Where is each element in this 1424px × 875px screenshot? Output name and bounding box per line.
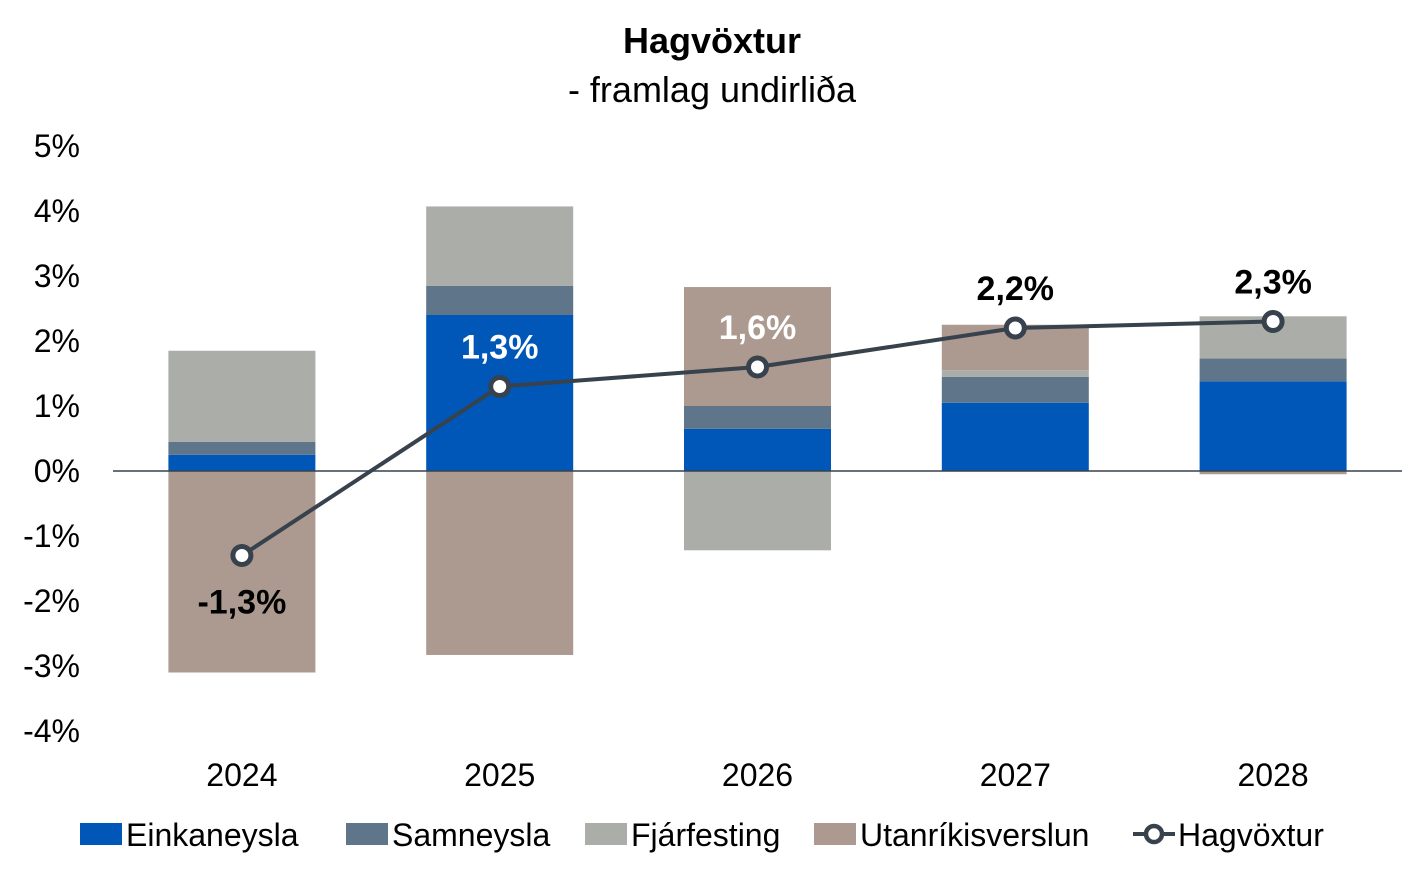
bar-einkaneysla-2026 [684,428,831,471]
bar-utanrikisverslun-2024 [168,471,316,673]
data-label-2027: 2,2% [977,270,1055,308]
growth-line-layer [230,310,1285,567]
y-tick-label: -2% [23,583,80,619]
data-label-2026: 1,6% [719,309,797,347]
legend: Einkaneysla Samneysla Fjárfesting Utanríkis… [80,817,1324,853]
chart-subtitle: - framlag undirliða [568,69,857,110]
legend-hagvoxtur-label: Hagvöxtur [1178,817,1324,853]
y-tick-label: 1% [34,388,80,424]
legend-hagvoxtur-marker [1143,823,1165,845]
y-tick-label: 4% [34,193,80,229]
legend-utanrikisverslun-swatch [814,823,856,845]
bars-layer [168,206,1347,673]
y-tick-label: -1% [23,518,80,554]
legend-fjarfesting-label: Fjárfesting [631,817,780,853]
x-tick-label-2028: 2028 [1238,757,1309,793]
bar-fjarfesting-2026 [684,471,831,551]
data-label-2028: 2,3% [1234,264,1312,302]
bar-utanrikisverslun-2025 [426,471,574,655]
legend-fjarfesting-swatch [585,823,627,845]
x-axis-ticks: 2024 2025 2026 2027 2028 [206,757,1308,793]
y-tick-label: 3% [34,258,80,294]
bar-fjarfesting-2024 [168,350,316,442]
chart-title: Hagvöxtur [623,20,801,61]
bar-samneysla-2025 [426,285,574,315]
bar-samneysla-2028 [1199,358,1347,382]
y-tick-label: 2% [34,323,80,359]
data-label-2025: 1,3% [461,329,539,367]
bar-einkaneysla-2027 [941,402,1089,471]
y-tick-label: 5% [34,128,80,164]
y-tick-label: -3% [23,648,80,684]
data-label-2024: -1,3% [197,584,286,622]
bar-samneysla-2026 [684,406,831,429]
x-tick-label-2027: 2027 [980,757,1051,793]
legend-samneysla-label: Samneysla [392,817,551,853]
bar-einkaneysla-2024 [168,454,316,471]
y-tick-label: -4% [23,713,80,749]
x-tick-label-2025: 2025 [464,757,535,793]
legend-utanrikisverslun-label: Utanríkisverslun [860,817,1089,853]
bar-samneysla-2027 [941,376,1089,403]
bar-utanrikisverslun-2026 [684,287,831,406]
legend-einkaneysla-label: Einkaneysla [126,817,299,853]
bar-utanrikisverslun-2028 [1199,471,1347,475]
y-axis-ticks: 5% 4% 3% 2% 1% 0% -1% -2% -3% -4% [23,128,80,749]
hagvoxtur-point-2026 [746,355,769,379]
legend-samneysla-swatch [346,823,388,845]
hagvoxtur-point-2027 [1003,316,1027,340]
bar-einkaneysla-2028 [1199,381,1347,471]
data-labels-layer: -1,3% 1,3% 1,6% 2,2% 2,3% [197,264,1311,622]
hagvoxtur-point-2028 [1261,310,1285,333]
bar-fjarfesting-2025 [426,206,574,286]
x-tick-label-2024: 2024 [206,757,277,793]
legend-einkaneysla-swatch [80,823,122,845]
hagvoxtur-point-2024 [230,544,254,567]
y-tick-label: 0% [34,453,80,489]
bar-fjarfesting-2027 [941,370,1089,377]
hagvoxtur-point-2025 [488,375,512,398]
bar-samneysla-2024 [168,441,316,455]
x-tick-label-2026: 2026 [722,757,793,793]
